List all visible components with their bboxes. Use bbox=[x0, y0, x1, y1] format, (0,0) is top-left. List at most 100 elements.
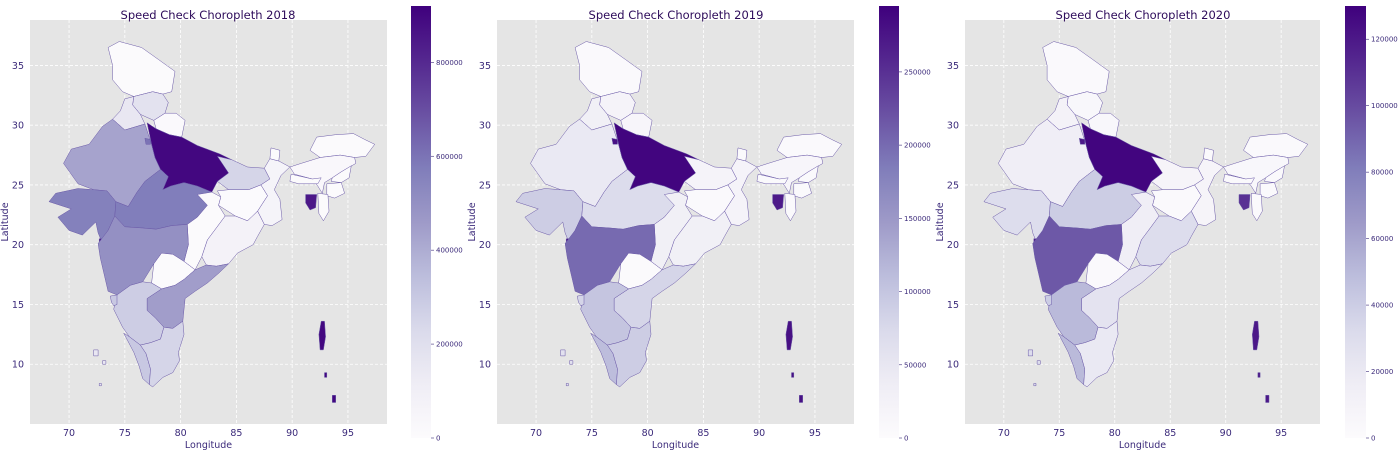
state-lakshadweep bbox=[98, 383, 102, 387]
choropleth-panel-2: 70 75 80 85 90 95 10 15 20 25 30 35 Longitude Latitud… bbox=[467, 6, 931, 451]
y-tick-label: 15 bbox=[12, 300, 24, 311]
x-tick-label: 95 bbox=[342, 428, 354, 439]
state-west-bengal bbox=[1191, 158, 1224, 226]
state-goa bbox=[577, 294, 585, 306]
state-odisha bbox=[668, 210, 732, 267]
state-lakshadweep bbox=[569, 360, 574, 365]
colorbar-tick-label: 80000 bbox=[1371, 169, 1393, 177]
state-meghalaya bbox=[1223, 173, 1255, 185]
y-tick-label: 30 bbox=[479, 121, 491, 132]
state-meghalaya bbox=[756, 173, 789, 185]
state-west-bengal bbox=[257, 158, 291, 226]
colorbar-tick-label: 0 bbox=[904, 435, 908, 443]
state-manipur bbox=[1259, 182, 1279, 199]
state-sikkim bbox=[1203, 147, 1214, 162]
y-axis-label: Latitude bbox=[467, 202, 478, 241]
colorbar-tick-label: 250000 bbox=[904, 68, 931, 76]
colorbar-tick-label: 400000 bbox=[436, 247, 463, 255]
y-tick-label: 25 bbox=[12, 180, 24, 191]
state-manipur bbox=[326, 182, 345, 199]
x-tick-label: 75 bbox=[586, 428, 598, 439]
state-nagaland bbox=[330, 165, 352, 183]
state-goa bbox=[1044, 294, 1052, 306]
y-tick-label: 25 bbox=[947, 180, 959, 191]
state-andaman-nicobar bbox=[1252, 320, 1260, 351]
x-tick-label: 70 bbox=[530, 428, 542, 439]
state-andaman-nicobar bbox=[332, 395, 336, 403]
state-tamil-nadu bbox=[607, 320, 652, 388]
y-tick-label: 35 bbox=[479, 61, 491, 72]
x-tick-label: 85 bbox=[697, 428, 709, 439]
state-andaman-nicobar bbox=[318, 320, 326, 351]
y-tick-label: 30 bbox=[12, 121, 24, 132]
colorbar-tick-label: 200000 bbox=[904, 142, 931, 150]
state-andaman-nicobar bbox=[1257, 372, 1261, 378]
colorbar bbox=[411, 6, 431, 438]
y-tick-label: 15 bbox=[947, 300, 959, 311]
x-axis-label: Longitude bbox=[185, 440, 232, 451]
choropleth-panel-3: 70 75 80 85 90 95 10 15 20 25 30 35 Longitude Latitud… bbox=[935, 6, 1398, 451]
y-tick-label: 10 bbox=[947, 360, 959, 371]
state-odisha bbox=[1135, 210, 1199, 267]
colorbar-tick-label: 20000 bbox=[1371, 368, 1393, 376]
state-andaman-nicobar bbox=[1265, 395, 1270, 403]
state-lakshadweep bbox=[1033, 383, 1037, 387]
state-nagaland bbox=[797, 165, 819, 183]
y-tick-label: 35 bbox=[12, 61, 24, 72]
colorbar-tick-label: 100000 bbox=[1371, 102, 1398, 110]
colorbar-tick-label: 100000 bbox=[904, 288, 931, 296]
state-delhi bbox=[1079, 138, 1086, 145]
y-tick-label: 10 bbox=[12, 360, 24, 371]
y-tick-label: 35 bbox=[947, 61, 959, 72]
x-axis-label: Longitude bbox=[1119, 440, 1166, 451]
state-mizoram bbox=[317, 193, 330, 222]
x-tick-label: 85 bbox=[230, 428, 242, 439]
state-lakshadweep bbox=[565, 383, 569, 387]
state-andaman-nicobar bbox=[791, 372, 795, 378]
x-tick-label: 90 bbox=[753, 428, 765, 439]
y-axis-label: Latitude bbox=[935, 202, 946, 241]
colorbar bbox=[1345, 6, 1366, 438]
x-tick-label: 80 bbox=[175, 428, 187, 439]
choropleth-panel-1: 70 75 80 85 90 95 10 15 20 25 30 35 Longitude Latitud… bbox=[0, 6, 463, 451]
y-tick-label: 30 bbox=[947, 121, 959, 132]
state-andaman-nicobar bbox=[324, 372, 328, 378]
x-tick-label: 75 bbox=[1053, 428, 1065, 439]
state-sikkim bbox=[736, 147, 748, 162]
state-delhi bbox=[144, 138, 151, 145]
state-meghalaya bbox=[289, 173, 322, 185]
x-tick-label: 95 bbox=[1275, 428, 1287, 439]
chart-title: Speed Check Choropleth 2018 bbox=[121, 8, 296, 22]
state-andaman-nicobar bbox=[785, 320, 793, 351]
x-axis-label: Longitude bbox=[652, 440, 699, 451]
state-tamil-nadu bbox=[1074, 320, 1119, 388]
state-tripura bbox=[772, 194, 784, 211]
state-odisha bbox=[201, 210, 265, 267]
state-lakshadweep bbox=[1036, 360, 1041, 365]
colorbar-tick-label: 0 bbox=[436, 435, 440, 443]
y-tick-label: 25 bbox=[479, 180, 491, 191]
y-tick-label: 10 bbox=[479, 360, 491, 371]
colorbar-tick-label: 50000 bbox=[904, 361, 926, 369]
colorbar-tick-label: 40000 bbox=[1371, 302, 1393, 310]
state-delhi bbox=[611, 138, 618, 145]
x-tick-label: 80 bbox=[1109, 428, 1121, 439]
state-andaman-nicobar bbox=[799, 395, 803, 403]
x-tick-label: 90 bbox=[1220, 428, 1232, 439]
x-tick-label: 95 bbox=[809, 428, 821, 439]
colorbar-tick-label: 600000 bbox=[436, 153, 463, 161]
state-west-bengal bbox=[724, 158, 758, 226]
state-mizoram bbox=[1250, 193, 1263, 222]
state-lakshadweep bbox=[93, 349, 99, 357]
y-tick-label: 15 bbox=[479, 300, 491, 311]
colorbar-tick-label: 800000 bbox=[436, 59, 463, 67]
chart-title: Speed Check Choropleth 2019 bbox=[589, 8, 764, 22]
state-mizoram bbox=[784, 193, 797, 222]
state-lakshadweep bbox=[102, 360, 107, 365]
colorbar-tick-label: 150000 bbox=[904, 215, 931, 223]
x-tick-label: 85 bbox=[1164, 428, 1176, 439]
chart-title: Speed Check Choropleth 2020 bbox=[1056, 8, 1231, 22]
state-tripura bbox=[1238, 194, 1251, 211]
y-tick-label: 20 bbox=[12, 240, 24, 251]
colorbar-tick-label: 120000 bbox=[1371, 36, 1398, 44]
